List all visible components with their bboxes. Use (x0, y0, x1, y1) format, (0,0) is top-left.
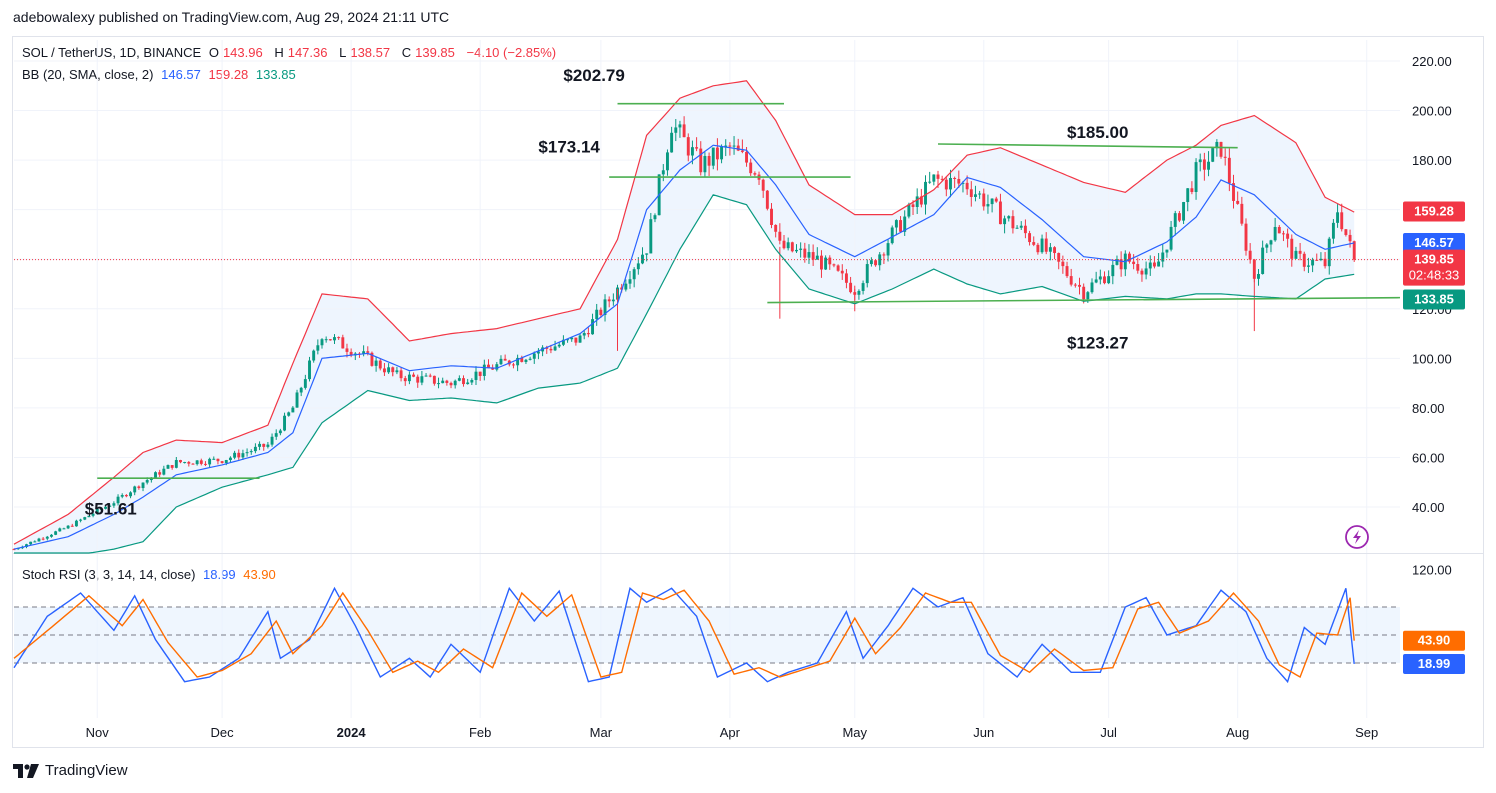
bb-lower-value: 133.85 (255, 67, 296, 82)
stoch-k-value: 18.99 (203, 567, 236, 582)
tradingview-logo-icon (13, 763, 39, 778)
bb-basis-value: 146.57 (161, 67, 201, 82)
ohlc-high: H 147.36 (274, 45, 331, 60)
stoch-name[interactable]: Stoch RSI (3, 3, 14, 14, close) (22, 567, 196, 582)
bb-legend: BB (20, SMA, close, 2) 146.57 159.28 133… (22, 67, 300, 82)
close-value: 139.85 (415, 45, 455, 60)
ohlc-close: C 139.85 (402, 45, 459, 60)
symbol-label[interactable]: SOL / TetherUS, 1D, BINANCE (22, 45, 202, 60)
ohlc-open: O 143.96 (209, 45, 267, 60)
low-label: L (339, 45, 347, 60)
stoch-d-value: 43.90 (243, 567, 276, 582)
bb-upper-value: 159.28 (208, 67, 249, 82)
tradingview-logo-text: TradingView (45, 762, 128, 779)
open-value: 143.96 (222, 45, 263, 60)
tradingview-footer[interactable]: TradingView (13, 762, 128, 779)
bb-name[interactable]: BB (20, SMA, close, 2) (22, 67, 154, 82)
ohlc-low: L 138.57 (339, 45, 394, 60)
open-label: O (208, 45, 219, 60)
low-value: 138.57 (350, 45, 391, 60)
high-value: 147.36 (287, 45, 328, 60)
change-value: −4.10 (−2.85%) (466, 45, 557, 60)
chart-frame (12, 36, 1484, 748)
main-legend: SOL / TetherUS, 1D, BINANCE O 143.96 H 147… (22, 45, 560, 60)
stoch-legend: Stoch RSI (3, 3, 14, 14, close) 18.99 43… (22, 567, 280, 582)
close-label: C (401, 45, 412, 60)
high-label: H (274, 45, 284, 60)
publisher-header: adebowalexy published on TradingView.com… (13, 9, 450, 25)
